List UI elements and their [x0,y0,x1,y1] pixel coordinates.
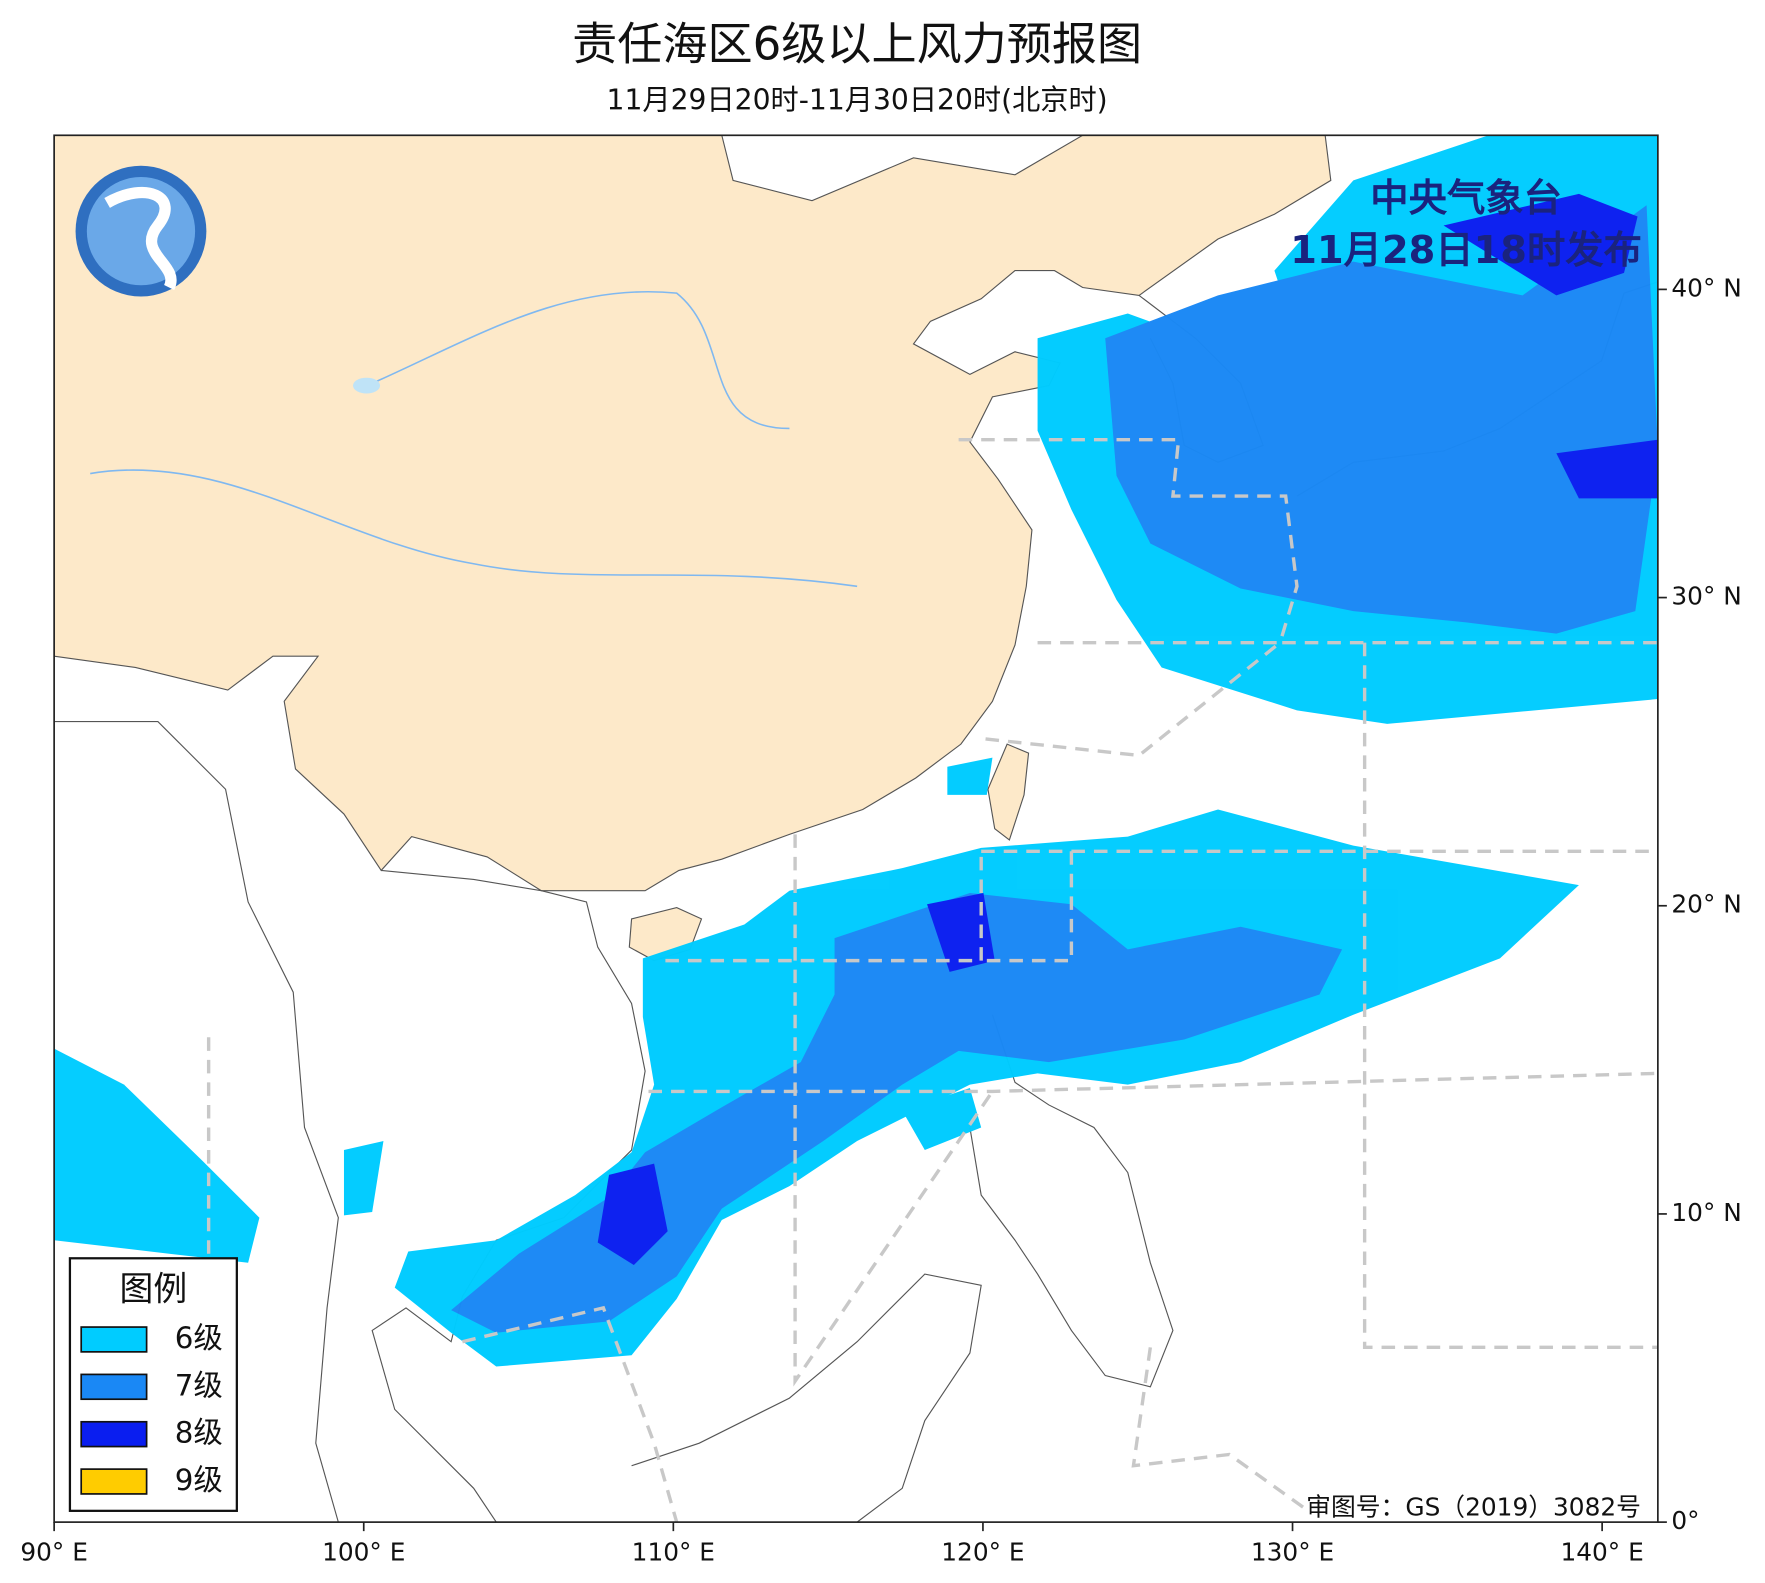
lake [353,377,381,394]
land-taiwan [987,743,1030,841]
title: 责任海区6级以上风力预报图 [572,17,1142,70]
y-tick-label: 0° [1671,1506,1699,1535]
y-tick-label: 20° N [1671,890,1741,919]
subtitle: 11月29日20时-11月30日20时(北京时) [607,83,1108,116]
approval-number: 审图号：GS（2019）3082号 [1306,1493,1641,1522]
river [90,469,858,588]
logo [75,165,207,297]
x-tick-label: 120° E [941,1538,1024,1567]
issuer-time: 11月28日18时发布 [1290,228,1642,273]
legend-swatch [80,1373,148,1401]
x-tick-label: 100° E [322,1538,405,1567]
x-tick-label: 90° E [20,1538,88,1567]
legend-label: 7级 [175,1368,223,1402]
legend-label: 6级 [175,1321,223,1355]
legend-title: 图例 [120,1269,188,1308]
wind-area-6 [947,757,993,795]
wind-area-6 [343,1141,384,1216]
coast-philippines [969,1014,1174,1388]
map-frame [53,134,1659,1523]
legend-swatch [80,1468,148,1495]
wind-area-6 [54,1048,260,1263]
y-tick-label: 10° N [1671,1198,1741,1227]
x-tick-label: 110° E [632,1538,715,1567]
legend-swatch [80,1420,148,1448]
wind-area-8 [927,892,995,972]
issuer-name: 中央气象台 [1370,176,1562,221]
legend-label: 8级 [175,1416,223,1450]
coast-burma [54,721,339,1523]
x-tick-label: 140° E [1560,1538,1643,1567]
legend-label: 9级 [175,1463,223,1497]
wind-area-7 [1105,205,1658,634]
river [371,290,790,430]
wind-area-8 [1556,439,1658,499]
axes: 90° E 100° E 110° E 120° E 130° E 140° E 0° 10°… [20,273,1741,1566]
y-tick-label: 30° N [1671,582,1741,611]
wind-areas [54,135,1658,1367]
wind-area-8 [597,1163,668,1266]
sea-area-boundaries [206,438,1658,1523]
legend-swatch [80,1326,148,1353]
coast-borneo [631,1273,982,1523]
y-tick-label: 40° N [1671,273,1741,302]
land-china [54,135,1332,892]
wind-area-7 [451,892,1343,1333]
x-tick-label: 130° E [1251,1538,1334,1567]
wind-area-8 [1443,193,1638,296]
legend: 图例 6级 7级 8级 9级 [68,1257,238,1512]
map-body [54,135,1658,1523]
